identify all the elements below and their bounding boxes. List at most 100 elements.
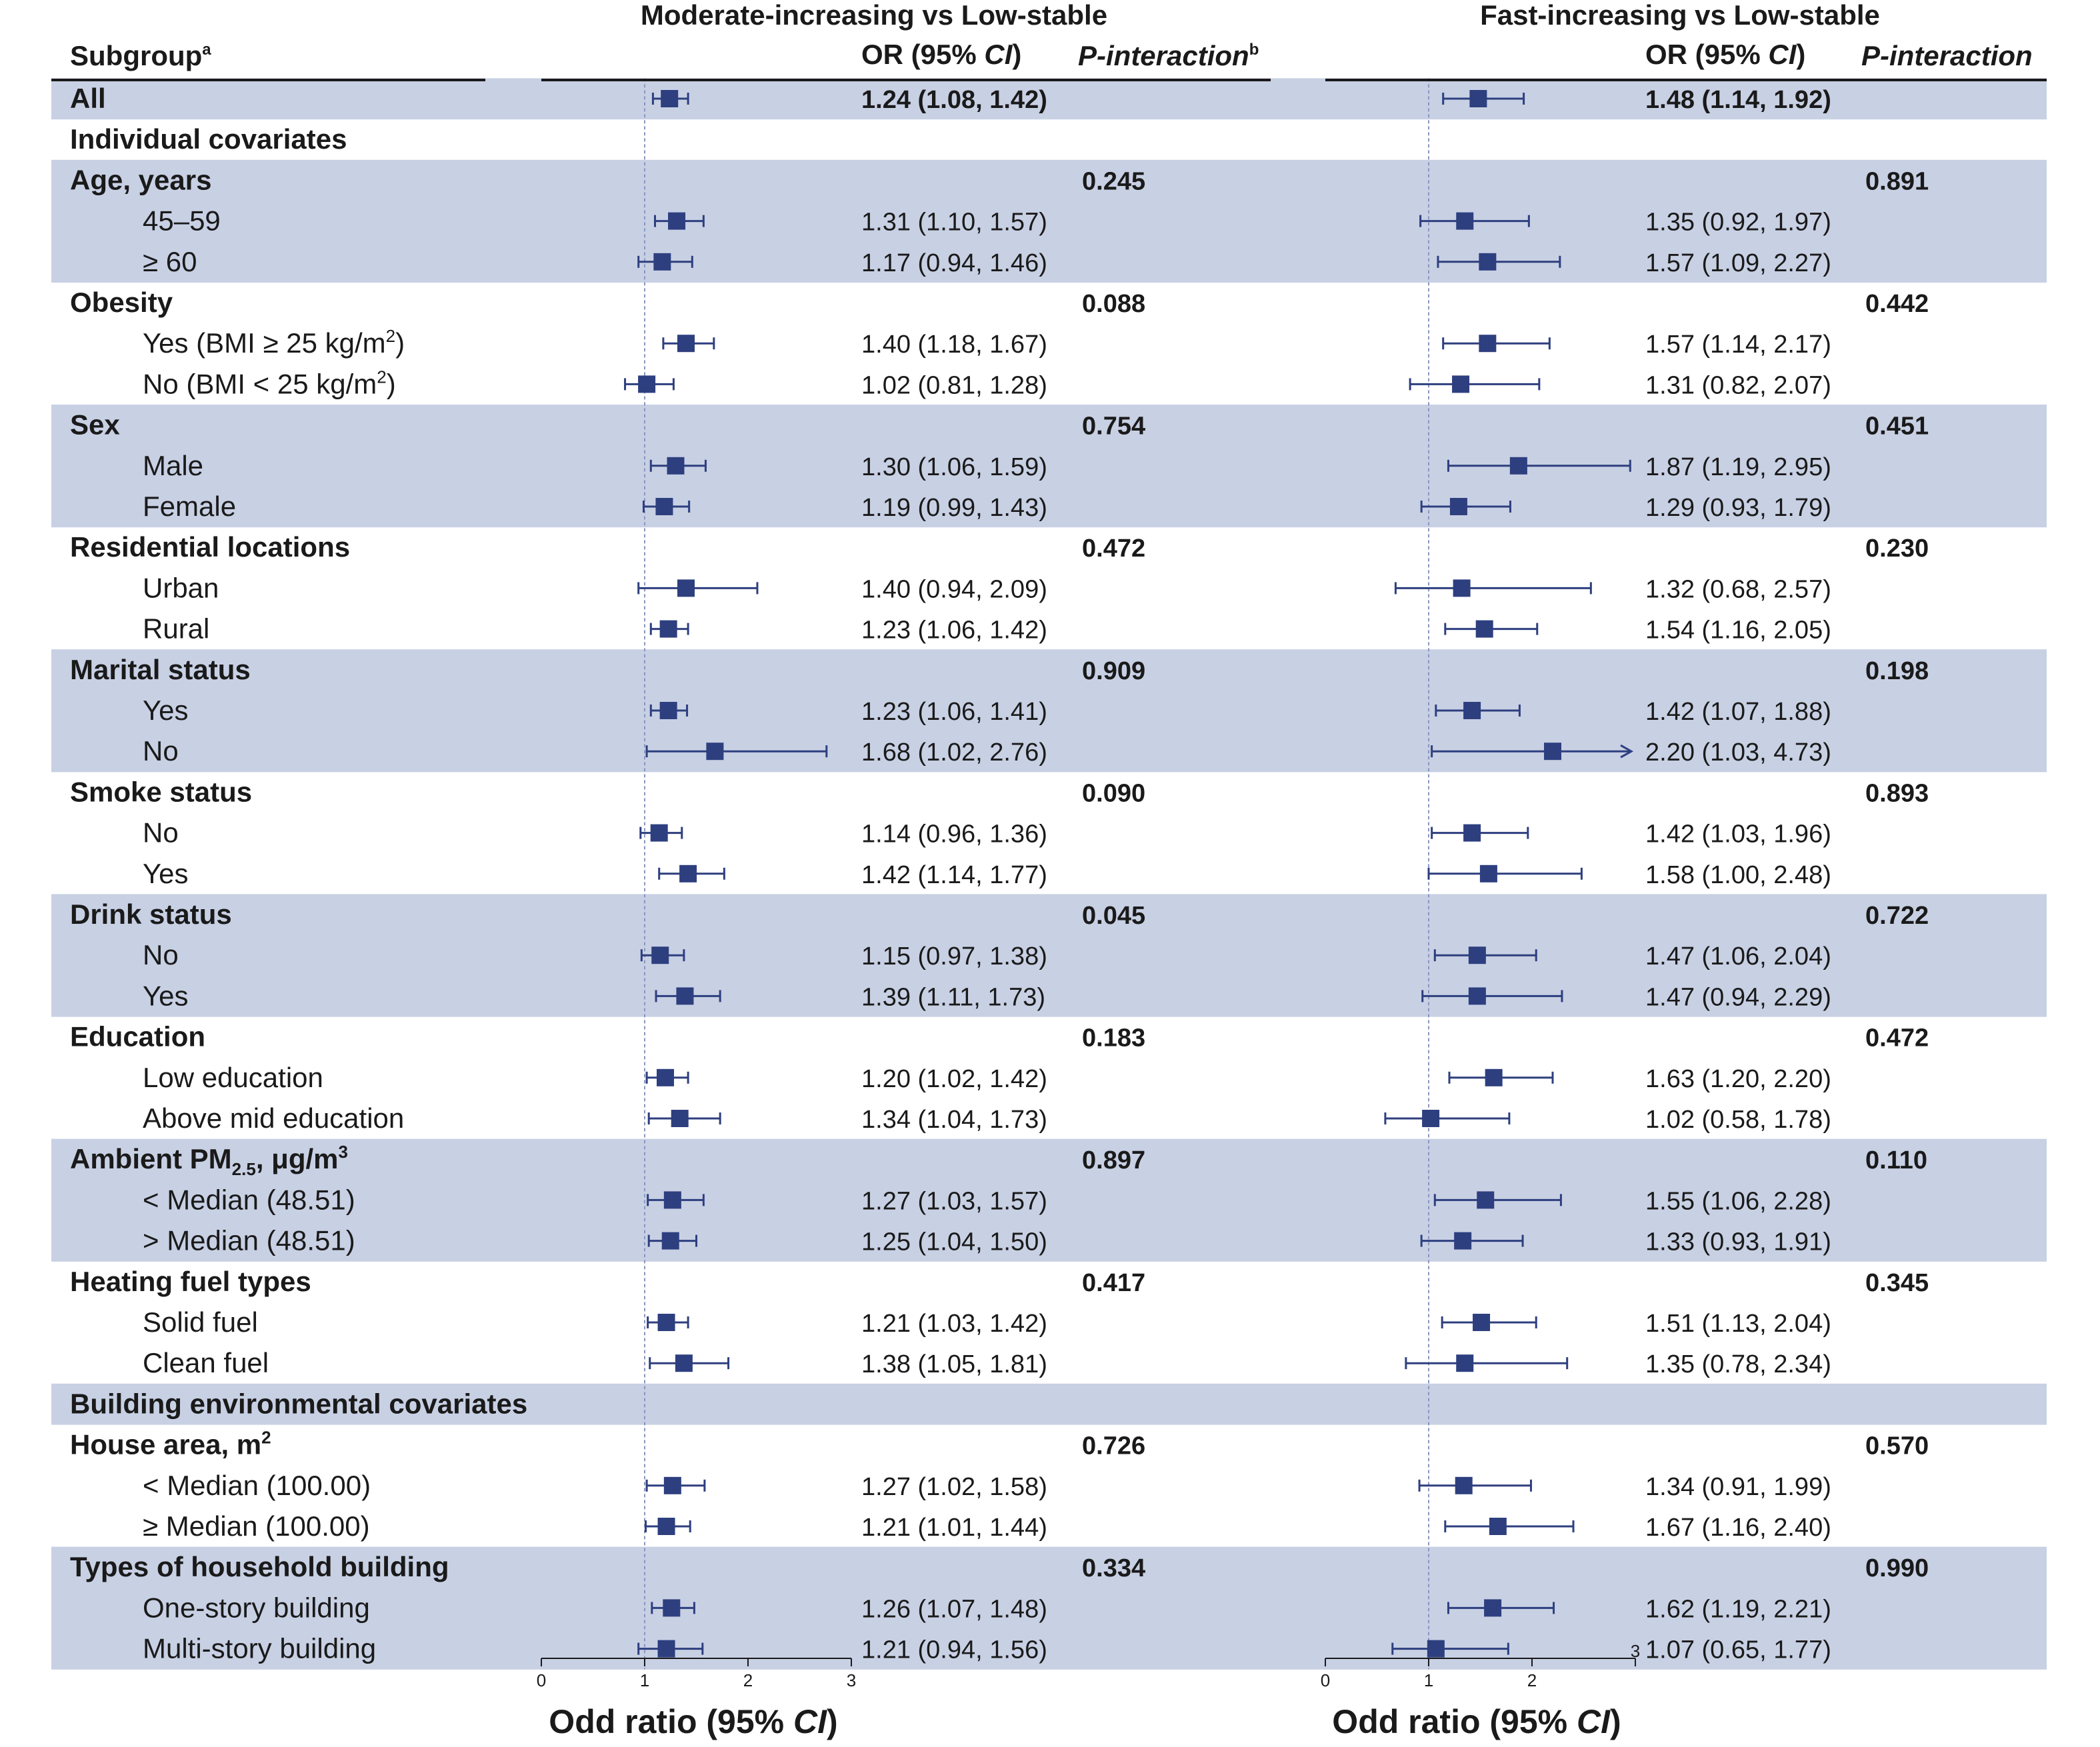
ci-right-7 [1409,375,1541,393]
ci-left-25 [647,1110,721,1127]
row-band [51,445,2047,487]
x-tick-label: 1 [640,1670,649,1690]
or-ci-value-right: 1.57 (1.09, 2.27) [1645,249,1831,277]
point-estimate-marker [706,743,724,761]
or-ci-value-right: 1.51 (1.13, 2.04) [1645,1310,1831,1338]
subgroup-label: Individual covariates [70,123,347,155]
or-ci-value-left: 1.14 (0.96, 1.36) [861,821,1047,849]
point-estimate-marker [657,1518,675,1535]
point-estimate-marker [657,1314,675,1331]
subgroup-label: Rural [143,613,209,645]
panel-left-title: Moderate-increasing vs Low-stable [641,0,1107,31]
or-ci-value-left: 1.34 (1.04, 1.73) [861,1106,1047,1134]
ci-right-21 [1433,946,1537,964]
or-ci-value-right: 1.33 (0.93, 1.91) [1645,1228,1831,1256]
ci-left-38 [637,1640,704,1658]
subgroup-label: Smoke status [70,776,252,807]
or-ci-value-right: 1.48 (1.14, 1.92) [1645,86,1831,114]
x-tick-label: 2 [743,1670,753,1690]
point-estimate-marker [1452,375,1470,393]
point-estimate-marker [1469,90,1487,107]
subgroup-label: Ambient PM2.5, μg/m3 [70,1142,348,1179]
point-estimate-marker [650,824,668,842]
or-ci-value-right: 1.67 (1.16, 2.40) [1645,1514,1831,1542]
label-text: Yes [143,695,189,726]
ci-right-24 [1448,1068,1554,1086]
label-text: Ambient PM [70,1143,232,1174]
point-estimate-marker [677,335,695,353]
label-text: 45–59 [143,205,221,237]
p-interaction-value-left: 0.417 [1082,1269,1145,1297]
subgroup-label: Drink status [70,898,232,930]
subgroup-label: Yes [143,858,189,889]
p-interaction-value-left: 0.245 [1082,167,1145,195]
ci-left-10 [642,498,691,515]
or-ci-value-right: 1.31 (0.82, 2.07) [1645,371,1831,399]
row-band [51,894,2047,936]
point-estimate-marker [1479,253,1497,271]
x-tick-label: 3 [847,1670,856,1690]
subgroup-label: Age, years [70,164,211,195]
ci-right-28 [1420,1232,1524,1250]
ci-left-0 [651,90,689,107]
p-interaction-header-right: P-interaction [1861,40,2033,71]
or-ci-value-left: 1.40 (1.18, 1.67) [861,331,1047,359]
label-text: Yes [143,980,189,1011]
label-text: Rural [143,613,209,645]
row-band [51,201,2047,242]
p-interaction-value-left: 0.909 [1082,657,1145,685]
subgroup-label: No [143,817,179,849]
row-band [51,1220,2047,1262]
label-text: Heating fuel types [70,1266,311,1297]
label-text: Education [70,1021,205,1052]
label-subscript: 2.5 [232,1159,256,1179]
subgroup-label: Female [143,491,236,522]
x-axis-label-right: Odd ratio (95% CI) [1332,1703,1621,1740]
p-interaction-value-right: 0.891 [1865,167,1929,195]
point-estimate-marker [1544,743,1561,761]
ci-left-7 [624,375,675,393]
subgroup-label: No [143,939,179,970]
row-band [51,975,2047,1017]
p-interaction-value-left: 0.754 [1082,413,1145,441]
row-band [51,486,2047,528]
point-estimate-marker [1475,620,1493,638]
p-interaction-value-right: 0.893 [1865,779,1929,807]
label-text: Obesity [70,287,173,318]
point-estimate-marker [663,1476,681,1494]
ci-right-9 [1447,457,1631,475]
subgroup-label: Urban [143,572,219,603]
or-ci-value-right: 1.47 (1.06, 2.04) [1645,942,1831,970]
ci-right-16 [1431,743,1634,761]
subgroup-label: Building environmental covariates [70,1388,527,1419]
point-estimate-marker [667,457,685,475]
label-text: Urban [143,572,219,603]
subgroup-label: Types of household building [70,1551,449,1582]
row-band [51,1628,2047,1670]
ci-left-16 [645,743,828,761]
ci-left-6 [662,335,715,353]
or-ci-value-right: 1.29 (0.93, 1.79) [1645,494,1831,522]
or-ci-value-left: 1.21 (1.03, 1.42) [861,1310,1047,1338]
row-band [51,731,2047,773]
point-estimate-marker [655,498,673,515]
label-text: No (BMI < 25 kg/m [143,368,377,399]
label-text: All [70,83,106,114]
label-text: Residential locations [70,531,350,563]
label-superscript: 2 [377,367,386,387]
point-estimate-marker [663,1599,681,1617]
point-estimate-marker [1473,1314,1491,1331]
label-tail: , μg/m [256,1143,339,1174]
label-text: Yes (BMI ≥ 25 kg/m [143,327,386,359]
ci-left-9 [649,457,707,475]
or-header-left: OR (95% CI) [861,39,1021,70]
label-text: Drink status [70,898,232,930]
ci-right-27 [1433,1191,1562,1209]
p-interaction-value-right: 0.722 [1865,902,1929,930]
row-band [51,1546,2047,1588]
x-tick-label: 0 [537,1670,546,1690]
ci-right-35 [1444,1518,1575,1535]
point-estimate-marker [661,1232,679,1250]
subgroup-label: All [70,83,106,114]
or-ci-value-right: 2.20 (1.03, 4.73) [1645,739,1831,767]
